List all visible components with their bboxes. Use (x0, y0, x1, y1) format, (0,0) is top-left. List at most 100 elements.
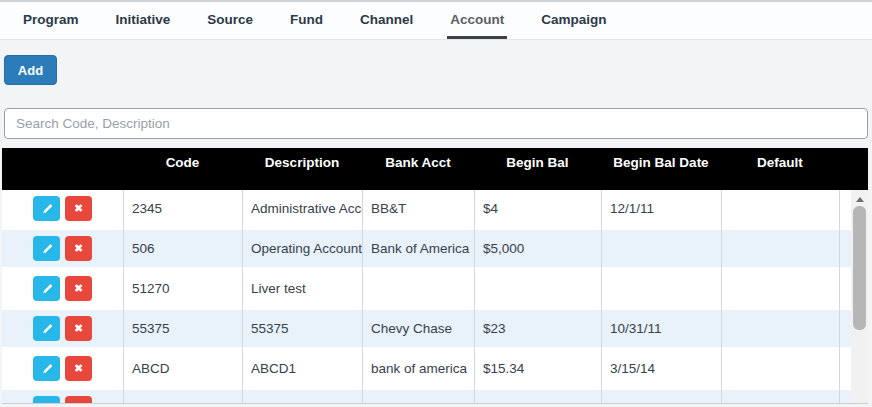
cell-begin-bal: $5,000 (474, 230, 601, 267)
column-header: Bank Acct (362, 148, 474, 190)
x-icon: ✖ (74, 323, 83, 334)
table-header: CodeDescriptionBank AcctBegin BalBegin B… (2, 148, 868, 190)
delete-button[interactable]: ✖ (65, 356, 92, 381)
tab-program[interactable]: Program (20, 2, 82, 39)
cell-begin-bal-date: 10/31/11 (601, 310, 721, 347)
row-actions: ✖ (2, 310, 123, 347)
column-header: Code (123, 148, 242, 190)
tab-campaign[interactable]: Campaign (538, 2, 609, 39)
row-actions: ✖ (2, 390, 123, 403)
delete-button[interactable]: ✖ (65, 316, 92, 341)
delete-button[interactable]: ✖ (65, 396, 92, 403)
cell-begin-bal (474, 270, 601, 307)
cell-default (721, 390, 851, 403)
tab-source[interactable]: Source (204, 2, 256, 39)
tab-label: Account (450, 12, 504, 27)
cell-description: ABCD1 (242, 350, 362, 387)
edit-button[interactable] (33, 396, 60, 403)
cell-bank-acct (362, 270, 474, 307)
row-actions: ✖ (2, 350, 123, 387)
cell-code (123, 390, 242, 403)
cell-begin-bal-date (601, 390, 721, 403)
cell-begin-bal: $23 (474, 310, 601, 347)
tab-label: Campaign (541, 12, 606, 27)
tab-label: Initiative (116, 12, 171, 27)
x-icon: ✖ (74, 283, 83, 294)
cell-begin-bal-date: 3/15/14 (601, 350, 721, 387)
column-header: Description (242, 148, 362, 190)
cell-default (721, 270, 851, 307)
tab-fund[interactable]: Fund (287, 2, 326, 39)
row-actions: ✖ (2, 230, 123, 267)
column-header: Begin Bal Date (601, 148, 721, 190)
tab-channel[interactable]: Channel (357, 2, 416, 39)
table-row: ✖ 51270 Liver test (2, 270, 851, 307)
table-row: ✖ 55375 55375 Chevy Chase $23 10/31/11 (2, 310, 851, 347)
column-header: Default (721, 148, 839, 190)
cell-code: 55375 (123, 310, 242, 347)
table-body: ✖ 2345 Administrative Account BB&T $4 12… (2, 190, 851, 403)
edit-button[interactable] (33, 196, 60, 221)
cell-default (721, 230, 851, 267)
cell-code: 2345 (123, 190, 242, 227)
cell-begin-bal-date: 12/1/11 (601, 190, 721, 227)
tab-initiative[interactable]: Initiative (113, 2, 174, 39)
delete-button[interactable]: ✖ (65, 236, 92, 261)
scrollbar-up-icon[interactable] (856, 197, 864, 202)
cell-bank-acct: Bank of America (362, 230, 474, 267)
table-scrollbar[interactable] (851, 190, 868, 403)
table-row: ✖ ABCD ABCD1 bank of america $15.34 3/15… (2, 350, 851, 387)
edit-button[interactable] (33, 316, 60, 341)
tab-label: Source (207, 12, 253, 27)
cell-default (721, 190, 851, 227)
tab-account[interactable]: Account (447, 2, 507, 39)
cell-begin-bal-date (601, 230, 721, 267)
cell-code: 51270 (123, 270, 242, 307)
pencil-icon (40, 202, 54, 216)
delete-button[interactable]: ✖ (65, 276, 92, 301)
cell-begin-bal: $15.34 (474, 350, 601, 387)
cell-bank-acct: BB&T (362, 190, 474, 227)
pencil-icon (40, 282, 54, 296)
accounts-table: CodeDescriptionBank AcctBegin BalBegin B… (2, 148, 868, 403)
table-row: ✖ (2, 390, 851, 403)
tab-label: Fund (290, 12, 323, 27)
cell-begin-bal: $4 (474, 190, 601, 227)
table-row: ✖ 506 Operating Account Bank of America … (2, 230, 851, 267)
cell-bank-acct (362, 390, 474, 403)
pencil-icon (40, 402, 54, 404)
search-input[interactable] (4, 108, 868, 139)
cell-description: Administrative Account (242, 190, 362, 227)
cell-begin-bal-date (601, 270, 721, 307)
cell-bank-acct: bank of america (362, 350, 474, 387)
delete-button[interactable]: ✖ (65, 196, 92, 221)
edit-button[interactable] (33, 276, 60, 301)
tab-bar: Program Initiative Source Fund Channel A… (0, 0, 872, 40)
cell-description (242, 390, 362, 403)
cell-default (721, 310, 851, 347)
x-icon: ✖ (74, 203, 83, 214)
scrollbar-thumb[interactable] (853, 206, 866, 330)
cell-begin-bal (474, 390, 601, 403)
pencil-icon (40, 242, 54, 256)
cell-code: 506 (123, 230, 242, 267)
tab-label: Program (23, 12, 79, 27)
edit-button[interactable] (33, 236, 60, 261)
cell-bank-acct: Chevy Chase (362, 310, 474, 347)
edit-button[interactable] (33, 356, 60, 381)
pencil-icon (40, 362, 54, 376)
cell-description: 55375 (242, 310, 362, 347)
cell-description: Operating Account (242, 230, 362, 267)
row-actions: ✖ (2, 270, 123, 307)
add-button[interactable]: Add (4, 55, 57, 85)
x-icon: ✖ (74, 363, 83, 374)
column-header: Begin Bal (474, 148, 601, 190)
column-header (2, 148, 123, 190)
x-icon: ✖ (74, 243, 83, 254)
pencil-icon (40, 322, 54, 336)
cell-default (721, 350, 851, 387)
cell-code: ABCD (123, 350, 242, 387)
row-actions: ✖ (2, 190, 123, 227)
cell-description: Liver test (242, 270, 362, 307)
table-row: ✖ 2345 Administrative Account BB&T $4 12… (2, 190, 851, 227)
